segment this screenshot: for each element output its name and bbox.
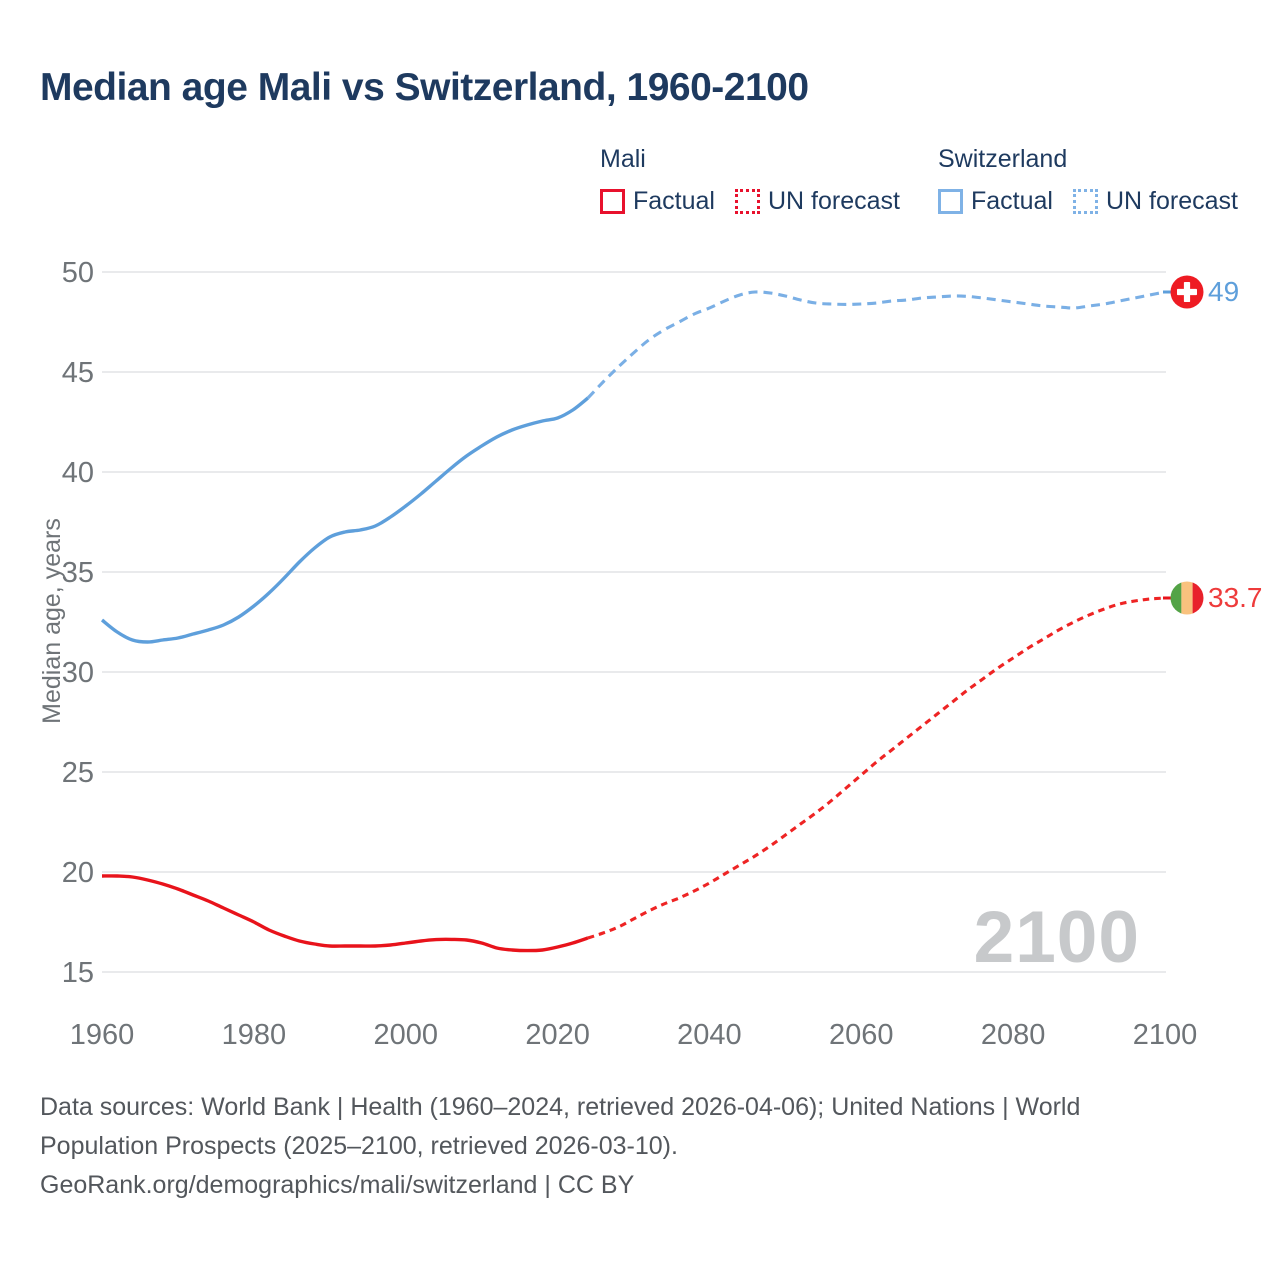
legend-item-label: UN forecast <box>1105 187 1238 215</box>
source-line-2: Population Prospects (2025–2100, retriev… <box>40 1132 678 1160</box>
x-tick-label: 2080 <box>981 1019 1046 1051</box>
switzerland-forecast-swatch-icon <box>1072 189 1098 214</box>
page-title: Median age Mali vs Switzerland, 1960-210… <box>40 66 809 109</box>
watermark-year: 2100 <box>973 897 1140 978</box>
legend-item-switzerland-forecast[interactable]: UN forecast <box>1072 187 1238 216</box>
x-tick-label: 2000 <box>373 1019 438 1051</box>
y-tick-label: 30 <box>62 657 94 689</box>
mali-end-value: 33.7 <box>1208 582 1263 613</box>
series-line-mali-factual <box>101 874 589 953</box>
switzerland-end-value: 49 <box>1208 276 1240 307</box>
x-tick-label: 2020 <box>525 1019 590 1051</box>
legend-item-mali-factual[interactable]: Factual <box>600 187 715 216</box>
legend-item-mali-forecast[interactable]: UN forecast <box>734 187 900 216</box>
y-tick-label: 15 <box>62 957 94 989</box>
x-tick-label: 1960 <box>70 1019 135 1051</box>
x-tick-label: 2100 <box>1133 1019 1198 1051</box>
y-tick-label: 50 <box>62 257 94 289</box>
switzerland-factual-swatch-icon <box>938 189 963 214</box>
mali-forecast-swatch-icon <box>734 189 760 214</box>
y-tick-labels: 15 20 25 30 35 40 45 50 <box>62 257 94 989</box>
data-sources-note: Data sources: World Bank | Health (1960–… <box>40 1088 1080 1205</box>
series-line-switzerland-factual <box>100 396 589 644</box>
legend-header-mali: Mali <box>600 145 646 173</box>
legend-row-mali: Factual UN forecast <box>600 187 900 216</box>
x-tick-label: 2040 <box>677 1019 742 1051</box>
y-tick-label: 20 <box>62 857 94 889</box>
y-tick-label: 35 <box>62 557 94 589</box>
x-tick-labels: 1960 1980 2000 2020 2040 2060 2080 2100 <box>70 1019 1198 1051</box>
legend-row-switzerland: Factual UN forecast <box>938 187 1238 216</box>
series-lines <box>100 290 1173 953</box>
x-tick-label: 1980 <box>222 1019 287 1051</box>
series-line-switzerland-forecast <box>586 290 1166 400</box>
legend-item-label: UN forecast <box>767 187 900 215</box>
y-gridlines <box>102 271 1166 973</box>
mali-flag-icon <box>1170 581 1204 615</box>
series-line-mali-forecast <box>587 596 1166 940</box>
y-tick-label: 25 <box>62 757 94 789</box>
legend-group-switzerland: Switzerland Factual UN forecast <box>938 145 1238 216</box>
legend-item-label: Factual <box>971 187 1053 215</box>
switzerland-flag-icon <box>1170 275 1204 309</box>
source-line-1: Data sources: World Bank | Health (1960–… <box>40 1093 1081 1121</box>
x-tick-label: 2060 <box>829 1019 894 1051</box>
legend-group-mali: Mali Factual UN forecast <box>600 145 900 216</box>
mali-factual-swatch-icon <box>600 189 625 214</box>
y-tick-label: 40 <box>62 457 94 489</box>
legend-item-label: Factual <box>633 187 715 215</box>
source-link-line[interactable]: GeoRank.org/demographics/mali/switzerlan… <box>40 1171 635 1199</box>
y-axis-title: Median age, years <box>38 518 66 724</box>
y-tick-label: 45 <box>62 357 94 389</box>
legend-header-switzerland: Switzerland <box>938 145 1068 173</box>
legend-item-switzerland-factual[interactable]: Factual <box>938 187 1053 216</box>
